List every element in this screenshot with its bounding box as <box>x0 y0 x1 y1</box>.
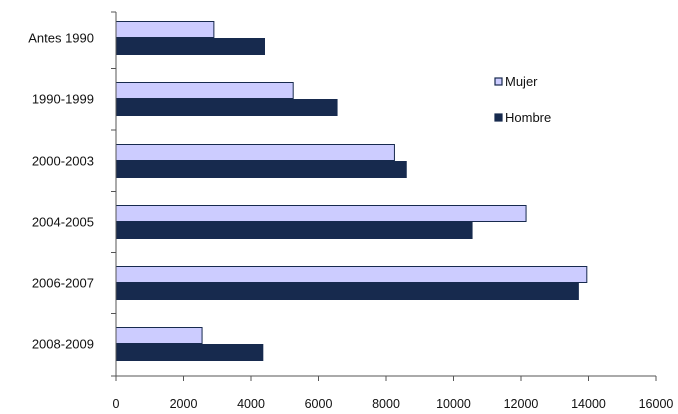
bar-hombre-5 <box>115 344 264 361</box>
bar-hombre-3 <box>115 222 473 239</box>
bar-hombre-4 <box>115 283 579 300</box>
legend-label-hombre: Hombre <box>505 110 551 125</box>
category-label-3: 2004-2005 <box>32 215 94 230</box>
axes-group <box>111 11 657 381</box>
x-tick-label-4: 8000 <box>372 397 400 411</box>
x-tick-label-7: 14000 <box>571 397 606 411</box>
category-label-2: 2000-2003 <box>32 154 94 169</box>
x-tick-label-5: 10000 <box>436 397 471 411</box>
bar-mujer-5 <box>115 327 203 344</box>
bar-hombre-1 <box>115 99 338 116</box>
bar-mujer-0 <box>115 21 215 38</box>
x-tick-label-3: 6000 <box>305 397 333 411</box>
category-label-1: 1990-1999 <box>32 92 94 107</box>
bar-mujer-1 <box>115 82 294 99</box>
category-label-0: Antes 1990 <box>28 31 94 46</box>
legend-label-mujer: Mujer <box>505 74 538 89</box>
bar-mujer-2 <box>115 144 395 161</box>
bar-hombre-2 <box>115 161 407 178</box>
bar-mujer-4 <box>115 266 588 283</box>
legend-swatch-hombre <box>494 113 503 122</box>
x-tick-label-8: 16000 <box>639 397 674 411</box>
bars-group <box>115 21 588 361</box>
x-tick-label-1: 2000 <box>170 397 198 411</box>
x-tick-label-6: 12000 <box>504 397 539 411</box>
legend: Mujer Hombre <box>494 74 551 125</box>
bar-hombre-0 <box>115 38 265 55</box>
bar-mujer-3 <box>115 205 527 222</box>
category-label-4: 2006-2007 <box>32 276 94 291</box>
legend-swatch-mujer <box>494 77 503 86</box>
x-tick-label-2: 4000 <box>237 397 265 411</box>
category-label-5: 2008-2009 <box>32 337 94 352</box>
labels-group: 0 2000 4000 6000 8000 10000 12000 14000 16000 Ant… <box>28 31 673 412</box>
x-tick-label-0: 0 <box>113 397 120 411</box>
